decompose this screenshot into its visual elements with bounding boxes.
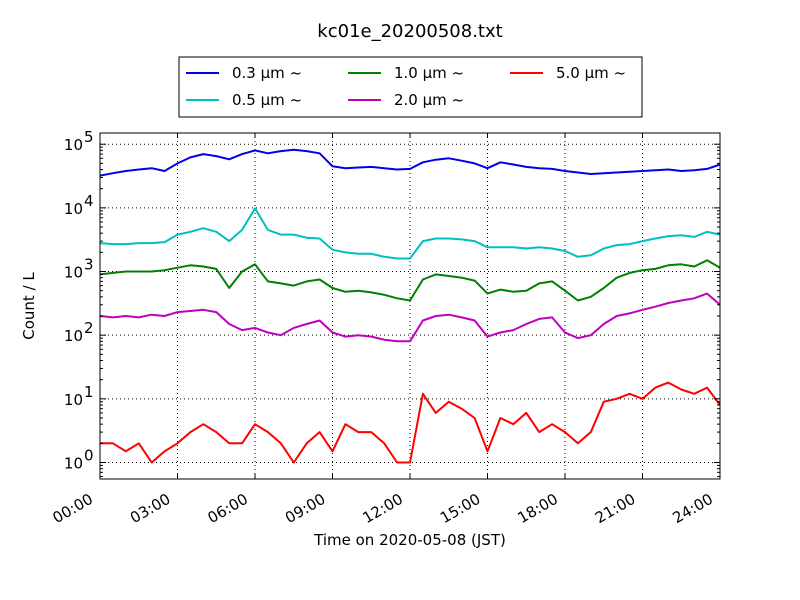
y-tick-exponent: 5: [84, 128, 94, 146]
legend: 0.3 μm ~ 0.5 μm ~ 1.0 μm ~ 2.0 μm ~ 5.0 μm ~: [178, 56, 643, 118]
x-tick-label: 06:00: [205, 490, 251, 527]
chart-title: kc01e_20200508.txt: [317, 21, 502, 42]
legend-label: 2.0 μm ~: [394, 91, 464, 109]
legend-label: 5.0 μm ~: [556, 64, 626, 82]
y-tick-label: 10: [64, 200, 83, 218]
x-tick-label: 18:00: [515, 490, 561, 527]
y-tick-label: 10: [64, 264, 83, 282]
legend-label: 0.5 μm ~: [232, 91, 302, 109]
x-tick-labels: 00:00 03:00 06:00 09:00 12:00 15:00 18:00 21:00…: [50, 490, 716, 527]
tick-marks: [99, 133, 721, 479]
legend-frame: [178, 56, 643, 118]
series-lines: [99, 148, 721, 464]
y-tick-exponent: 4: [84, 192, 94, 210]
series-line-1: [99, 207, 721, 260]
x-tick-label: 24:00: [670, 490, 716, 527]
x-tick-label: 09:00: [282, 490, 328, 527]
series-line-3: [99, 292, 721, 343]
legend-label: 1.0 μm ~: [394, 64, 464, 82]
grid: [100, 133, 720, 479]
series-line-4: [100, 381, 721, 464]
y-axis-label: Count / L: [20, 272, 38, 340]
y-tick-label: 10: [64, 391, 83, 409]
y-tick-label: 10: [64, 136, 83, 154]
series-line-0: [99, 148, 721, 177]
y-tick-exponent: 0: [84, 446, 94, 464]
y-tick-exponent: 3: [84, 256, 94, 274]
y-tick-exponent: 2: [84, 319, 94, 337]
y-tick-label: 10: [64, 327, 83, 345]
x-tick-label: 21:00: [592, 490, 638, 527]
x-axis-label: Time on 2020-05-08 (JST): [313, 531, 506, 549]
y-tick-exponent: 1: [84, 383, 94, 401]
x-tick-label: 00:00: [50, 490, 96, 527]
series-line-2: [99, 259, 721, 302]
x-tick-label: 12:00: [360, 490, 406, 527]
x-tick-label: 03:00: [127, 490, 173, 527]
y-tick-label: 10: [64, 454, 83, 472]
x-tick-label: 15:00: [437, 490, 483, 527]
legend-label: 0.3 μm ~: [232, 64, 302, 82]
